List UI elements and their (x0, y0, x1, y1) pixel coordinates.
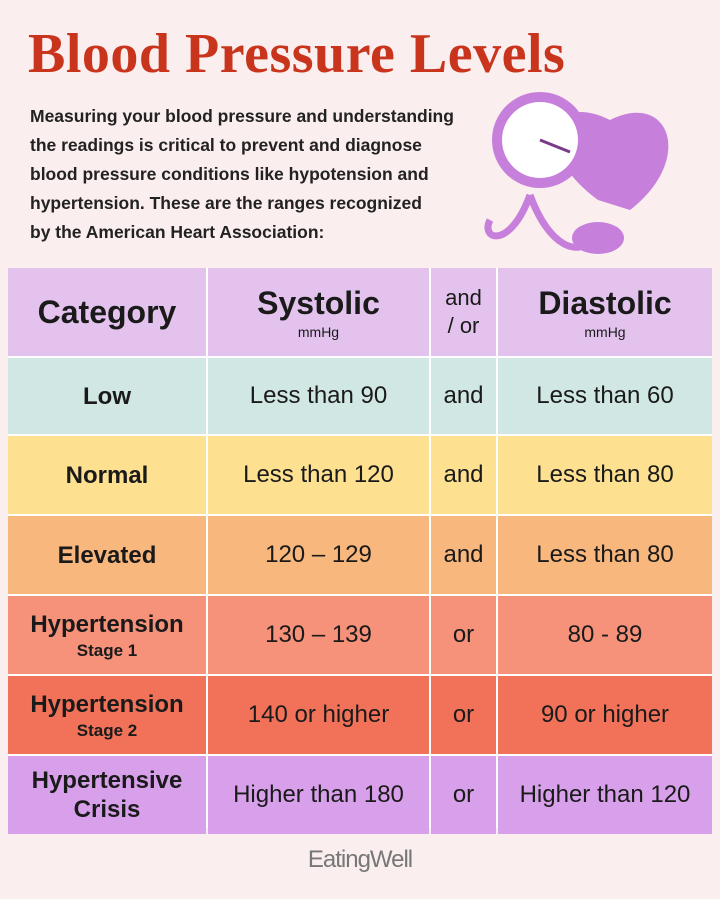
bulb (572, 222, 624, 254)
header-cell: Diastolic mmHg (498, 268, 712, 356)
header-cell: Category (8, 268, 206, 356)
diastolic: Less than 80 (536, 541, 674, 568)
header-systolic: Systolic (257, 284, 380, 321)
conj: or (452, 701, 475, 728)
category: Low (83, 382, 131, 410)
brand: EatingWell (307, 846, 413, 873)
illustration (484, 92, 669, 254)
diastolic-cell: Less than 80 (498, 436, 712, 514)
intro-line: the readings is critical to prevent and … (30, 135, 422, 155)
conj: or (452, 621, 475, 648)
systolic: Higher than 180 (233, 781, 404, 808)
diastolic-cell: 90 or higher (498, 676, 712, 754)
header-category: Category (37, 293, 177, 330)
conj-cell: and (431, 436, 496, 514)
gauge-needle (539, 138, 571, 154)
conj-cell: or (431, 676, 496, 754)
header-cell: and / or (431, 268, 496, 356)
conj-cell: and (431, 516, 496, 594)
conj: and (443, 382, 484, 409)
conj: and (443, 541, 484, 568)
diastolic-cell: Less than 80 (498, 516, 712, 594)
category-cell: Normal (8, 436, 206, 514)
diastolic-cell: Higher than 120 (498, 756, 712, 834)
intro: Measuring your blood pressure and unders… (30, 102, 454, 247)
systolic: Less than 120 (243, 461, 394, 488)
header-diastolic: Diastolic (538, 284, 672, 321)
intro-line: by the American Heart Association: (30, 222, 325, 242)
diastolic: Higher than 120 (519, 781, 691, 808)
category: Elevated (57, 541, 157, 569)
systolic: 120 – 129 (265, 541, 372, 568)
category: Hypertension (30, 610, 184, 638)
intro-line: Measuring your blood pressure and unders… (30, 106, 454, 126)
intro-line: blood pressure conditions like hypotensi… (30, 164, 429, 184)
diastolic: 90 or higher (540, 701, 670, 728)
category-cell: Hypertension Stage 2 (8, 676, 206, 754)
diastolic-cell: Less than 60 (498, 358, 712, 434)
diastolic: 80 - 89 (567, 621, 643, 648)
header-unit: mmHg (297, 323, 340, 340)
category: Hypertension (30, 690, 184, 718)
category-cell: Elevated (8, 516, 206, 594)
category-cell: Hypertensive Crisis (8, 756, 206, 834)
header-conj: and (445, 285, 482, 310)
diastolic: Less than 80 (536, 461, 674, 488)
category: Normal (65, 461, 149, 489)
systolic-cell: Less than 90 (208, 358, 429, 434)
conj: and (443, 461, 484, 488)
title: Blood Pressure Levels (28, 23, 566, 85)
header-cell: Systolic mmHg (208, 268, 429, 356)
stage: Stage 1 (76, 640, 138, 660)
conj: or (452, 781, 475, 808)
conj-cell: and (431, 358, 496, 434)
conj-cell: or (431, 596, 496, 674)
systolic-cell: Less than 120 (208, 436, 429, 514)
header-unit: mmHg (584, 323, 626, 340)
systolic: Less than 90 (249, 382, 388, 409)
systolic-cell: Higher than 180 (208, 756, 429, 834)
category-cell: Hypertension Stage 1 (8, 596, 206, 674)
diastolic: Less than 60 (536, 382, 674, 409)
category-cell: Low (8, 358, 206, 434)
stage: Stage 2 (76, 720, 138, 740)
systolic: 140 or higher (247, 701, 390, 728)
systolic-cell: 120 – 129 (208, 516, 429, 594)
systolic-cell: 140 or higher (208, 676, 429, 754)
category: Hypertensive Crisis (31, 767, 183, 823)
header-conj: / or (447, 313, 480, 338)
diastolic-cell: 80 - 89 (498, 596, 712, 674)
bp-table: Category Systolic mmHg and / or Diastolic mmHg… (8, 268, 712, 834)
conj-cell: or (431, 756, 496, 834)
systolic-cell: 130 – 139 (208, 596, 429, 674)
systolic: 130 – 139 (265, 621, 372, 648)
intro-line: hypertension. These are the ranges recog… (30, 193, 422, 213)
